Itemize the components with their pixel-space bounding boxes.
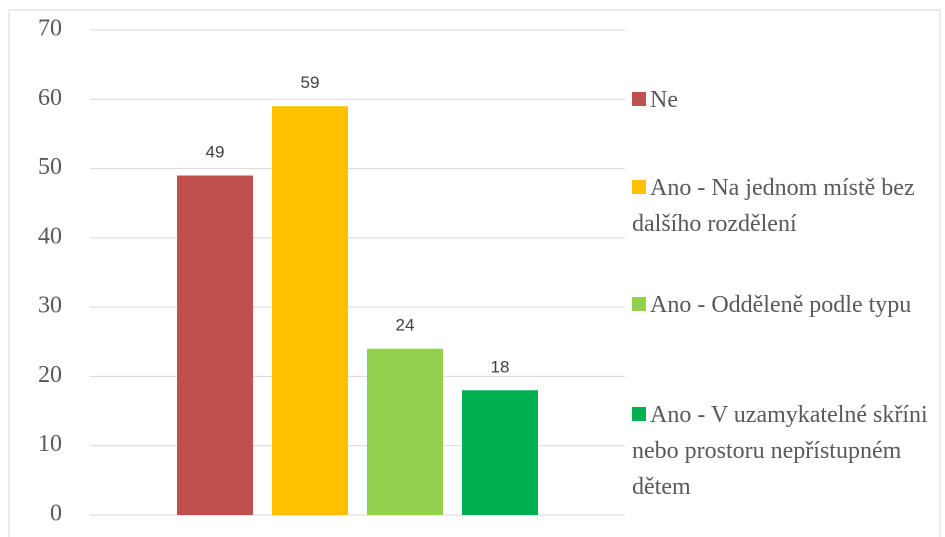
data-label: 24 bbox=[396, 316, 415, 335]
y-tick-label: 60 bbox=[38, 85, 62, 111]
legend-entry: Ano - Odděleně podle typu bbox=[632, 287, 932, 323]
bar bbox=[272, 106, 348, 515]
legend-label: Ne bbox=[650, 87, 678, 113]
legend-label: Ano - V uzamykatelné skříni nebo prostor… bbox=[632, 402, 928, 500]
y-tick-label: 0 bbox=[50, 501, 62, 527]
legend-label: Ano - Na jednom místě bez dalšího rozděl… bbox=[632, 175, 915, 237]
chart-frame bbox=[8, 9, 941, 537]
legend-label: Ano - Odděleně podle typu bbox=[650, 292, 912, 318]
data-label: 49 bbox=[206, 143, 225, 162]
legend-entry: Ano - V uzamykatelné skříni nebo prostor… bbox=[632, 397, 932, 505]
y-tick-label: 30 bbox=[38, 293, 62, 319]
bar bbox=[367, 348, 443, 515]
data-label: 18 bbox=[491, 357, 510, 376]
legend-entry: Ano - Na jednom místě bez dalšího rozděl… bbox=[632, 170, 932, 242]
data-label: 59 bbox=[301, 73, 320, 92]
bar bbox=[462, 390, 538, 515]
y-tick-label: 20 bbox=[38, 362, 62, 388]
y-tick-label: 50 bbox=[38, 154, 62, 180]
legend-entry: Ne bbox=[632, 82, 932, 118]
y-tick-label: 70 bbox=[38, 16, 62, 42]
y-tick-label: 10 bbox=[38, 431, 62, 457]
bar bbox=[177, 175, 253, 515]
legend-swatch bbox=[632, 92, 646, 106]
y-tick-label: 40 bbox=[38, 223, 62, 249]
legend-swatch bbox=[632, 180, 646, 194]
legend-swatch bbox=[632, 407, 646, 421]
legend-swatch bbox=[632, 297, 646, 311]
